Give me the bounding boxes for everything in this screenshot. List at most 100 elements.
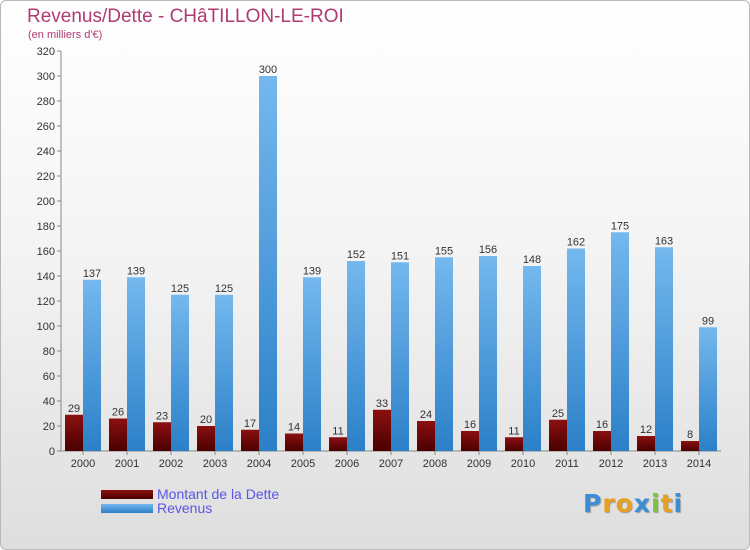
legend-swatch-revenue (101, 504, 153, 513)
chart-subtitle: (en milliers d'€) (28, 29, 103, 41)
bar-revenue (83, 279, 101, 451)
data-label-revenue: 125 (171, 283, 189, 295)
x-tick-label: 2013 (643, 458, 667, 470)
legend-label-revenue: Revenus (157, 500, 213, 516)
data-label-debt: 20 (200, 414, 212, 426)
data-label-revenue: 151 (391, 250, 409, 262)
x-tick-label: 2001 (115, 458, 139, 470)
bar-debt (549, 419, 567, 451)
bar-revenue (479, 256, 497, 451)
bar-debt (637, 436, 655, 451)
data-label-revenue: 163 (655, 235, 673, 247)
bar-revenue (611, 232, 629, 451)
bar-debt (417, 421, 435, 451)
bar-revenue (391, 262, 409, 451)
bar-debt (505, 437, 523, 451)
x-tick-label: 2002 (159, 458, 183, 470)
x-tick-label: 2003 (203, 458, 227, 470)
y-tick-label: 100 (37, 321, 55, 333)
bar-revenue (171, 294, 189, 451)
bar-chart: 0204060801001201401601802002202402602803… (37, 46, 721, 470)
y-tick-label: 280 (37, 96, 55, 108)
legend-label-debt: Montant de la Dette (157, 486, 280, 502)
bar-debt (373, 409, 391, 451)
bar-revenue (215, 294, 233, 451)
data-label-revenue: 300 (259, 64, 277, 76)
y-tick-label: 180 (37, 221, 55, 233)
data-label-debt: 8 (687, 429, 693, 441)
data-label-revenue: 139 (127, 265, 145, 277)
data-label-revenue: 125 (215, 283, 233, 295)
bar-revenue (655, 247, 673, 451)
x-tick-label: 2014 (687, 458, 711, 470)
data-label-debt: 29 (68, 403, 80, 415)
logo-letter: i (651, 489, 661, 518)
bar-revenue (523, 266, 541, 451)
data-label-revenue: 155 (435, 245, 453, 257)
data-label-revenue: 139 (303, 265, 321, 277)
proxiti-logo: Proxiti (583, 489, 683, 518)
data-label-revenue: 148 (523, 254, 541, 266)
bar-debt (461, 431, 479, 451)
bar-debt (681, 441, 699, 451)
logo-letter: r (602, 489, 616, 518)
y-tick-label: 300 (37, 71, 55, 83)
bar-revenue (699, 327, 717, 451)
bar-debt (241, 429, 259, 451)
y-tick-label: 260 (37, 121, 55, 133)
data-label-debt: 25 (552, 408, 564, 420)
x-tick-label: 2006 (335, 458, 359, 470)
data-label-debt: 12 (640, 424, 652, 436)
x-tick-label: 2004 (247, 458, 271, 470)
data-label-revenue: 137 (83, 268, 101, 280)
x-tick-label: 2005 (291, 458, 315, 470)
data-label-debt: 11 (508, 425, 519, 437)
y-tick-label: 80 (43, 346, 55, 358)
bar-revenue (259, 76, 277, 451)
x-tick-label: 2011 (555, 458, 579, 470)
x-tick-label: 2009 (467, 458, 491, 470)
y-tick-label: 220 (37, 171, 55, 183)
logo-letter: o (615, 489, 634, 518)
data-label-revenue: 162 (567, 237, 585, 249)
x-tick-label: 2012 (599, 458, 623, 470)
bar-debt (65, 414, 83, 451)
y-tick-label: 140 (37, 271, 55, 283)
logo-letter: P (583, 489, 603, 518)
data-label-debt: 16 (596, 419, 608, 431)
x-tick-label: 2008 (423, 458, 447, 470)
logo-letter: t (660, 489, 674, 518)
bar-revenue (347, 261, 365, 451)
data-label-debt: 33 (376, 398, 388, 410)
y-tick-label: 160 (37, 246, 55, 258)
bar-revenue (127, 277, 145, 451)
data-label-revenue: 152 (347, 249, 365, 261)
bar-revenue (303, 277, 321, 451)
bar-debt (153, 422, 171, 451)
data-label-debt: 17 (244, 418, 256, 430)
data-label-debt: 26 (112, 407, 124, 419)
x-tick-label: 2000 (71, 458, 95, 470)
data-label-revenue: 175 (611, 220, 629, 232)
data-label-debt: 16 (464, 419, 476, 431)
y-tick-label: 320 (37, 46, 55, 58)
y-tick-label: 20 (43, 421, 55, 433)
y-tick-label: 40 (43, 396, 55, 408)
y-tick-label: 0 (49, 446, 55, 458)
legend-swatch-debt (101, 490, 153, 499)
chart-title: Revenus/Dette - CHâTILLON-LE-ROI (27, 6, 344, 27)
data-label-revenue: 99 (702, 315, 714, 327)
bar-revenue (567, 248, 585, 451)
bar-debt (285, 433, 303, 451)
y-tick-label: 60 (43, 371, 55, 383)
bar-revenue (435, 257, 453, 451)
bar-debt (109, 418, 127, 451)
data-label-revenue: 156 (479, 244, 497, 256)
bar-debt (197, 426, 215, 451)
logo-letter: i (673, 489, 684, 518)
data-label-debt: 14 (288, 422, 300, 434)
x-tick-label: 2010 (511, 458, 535, 470)
bar-debt (329, 437, 347, 451)
logo-letter: x (633, 489, 651, 518)
